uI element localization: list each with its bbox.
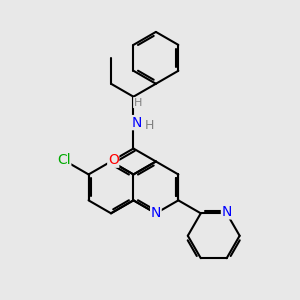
Text: Cl: Cl [57,153,71,167]
Text: O: O [108,153,119,167]
Text: H: H [134,98,142,108]
Text: N: N [151,206,161,220]
Text: N: N [131,116,142,130]
Text: H: H [145,119,154,132]
Text: N: N [221,205,232,219]
